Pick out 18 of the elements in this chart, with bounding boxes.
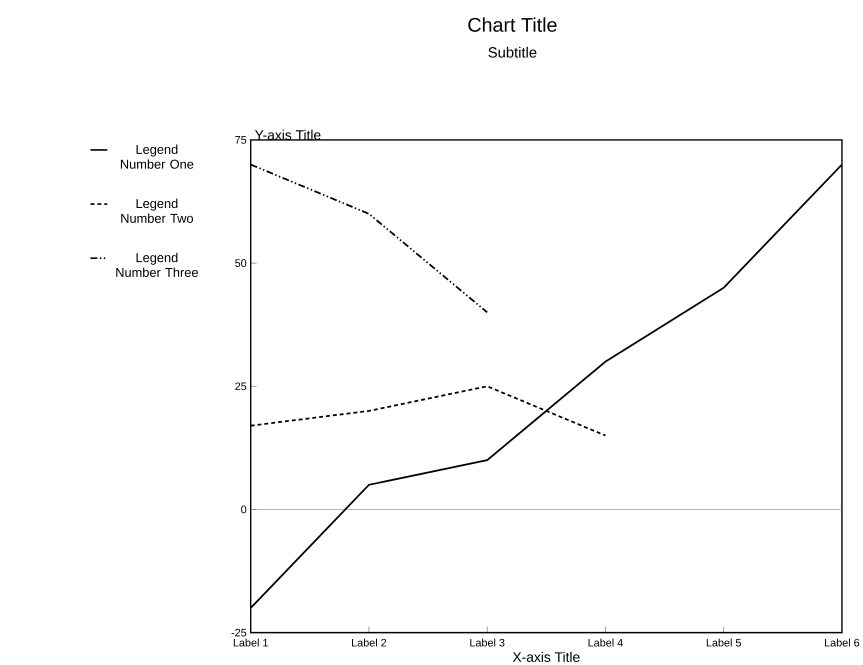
x-tick-label: Label 4 xyxy=(588,638,623,646)
legend-label: Legend Number One xyxy=(120,144,194,169)
legend-label: Legend Number Three xyxy=(116,252,198,277)
x-tick-label: Label 3 xyxy=(470,638,504,646)
y-tick-label: 0 xyxy=(241,506,246,514)
x-tick-label: Label 6 xyxy=(825,638,860,646)
y-tick-label: 75 xyxy=(235,136,246,144)
legend-label: Legend Number Two xyxy=(121,198,193,223)
y-axis-title: Y-axis Title xyxy=(254,130,320,140)
x-axis-title: X-axis Title xyxy=(512,652,580,662)
y-tick-label: 25 xyxy=(235,382,246,390)
y-tick-label: 50 xyxy=(235,259,246,267)
y-tick-label: -25 xyxy=(232,628,246,636)
x-tick-label: Label 2 xyxy=(352,638,386,646)
x-tick-label: Label 5 xyxy=(706,638,741,646)
chart-subtitle: Subtitle xyxy=(488,46,536,58)
chart-title: Chart Title xyxy=(468,17,557,32)
x-tick-label: Label 1 xyxy=(234,638,268,646)
